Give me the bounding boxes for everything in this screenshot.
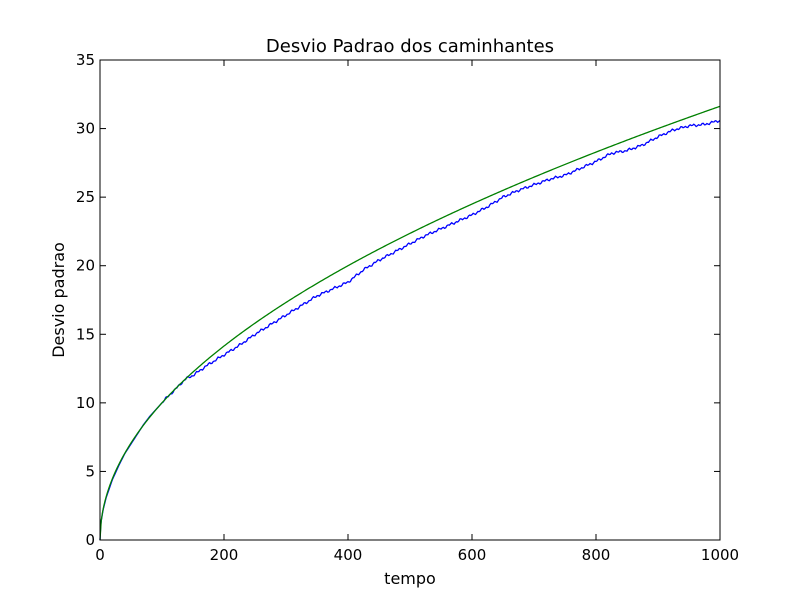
y-tick-label-0: 0 xyxy=(85,531,95,549)
chart-title: Desvio Padrao dos caminhantes xyxy=(266,36,554,57)
y-tick-label-2: 10 xyxy=(76,394,95,412)
y-tick-label-1: 5 xyxy=(85,462,95,480)
y-tick-label-3: 15 xyxy=(76,325,95,343)
y-tick-label-7: 35 xyxy=(76,51,95,69)
y-tick-label-5: 25 xyxy=(76,188,95,206)
plot-frame xyxy=(99,59,721,541)
x-tick-label-0: 0 xyxy=(95,546,105,564)
series-line-0 xyxy=(99,119,721,541)
x-tick-label-3: 600 xyxy=(458,546,487,564)
x-tick-label-5: 1000 xyxy=(701,546,739,564)
y-axis-title: Desvio padrao xyxy=(49,242,68,358)
plot-area xyxy=(99,105,721,541)
series-line-1 xyxy=(99,105,721,541)
y-tick-label-6: 30 xyxy=(76,120,95,138)
y-tick-label-4: 20 xyxy=(76,257,95,275)
tick-labels: 0 200 400 600 800 1000 0 5 10 15 20 25 30 35 xyxy=(76,51,739,564)
x-tick-label-1: 200 xyxy=(210,546,239,564)
x-axis-title: tempo xyxy=(384,569,436,588)
x-tick-label-2: 400 xyxy=(334,546,363,564)
x-tick-label-4: 800 xyxy=(582,546,611,564)
